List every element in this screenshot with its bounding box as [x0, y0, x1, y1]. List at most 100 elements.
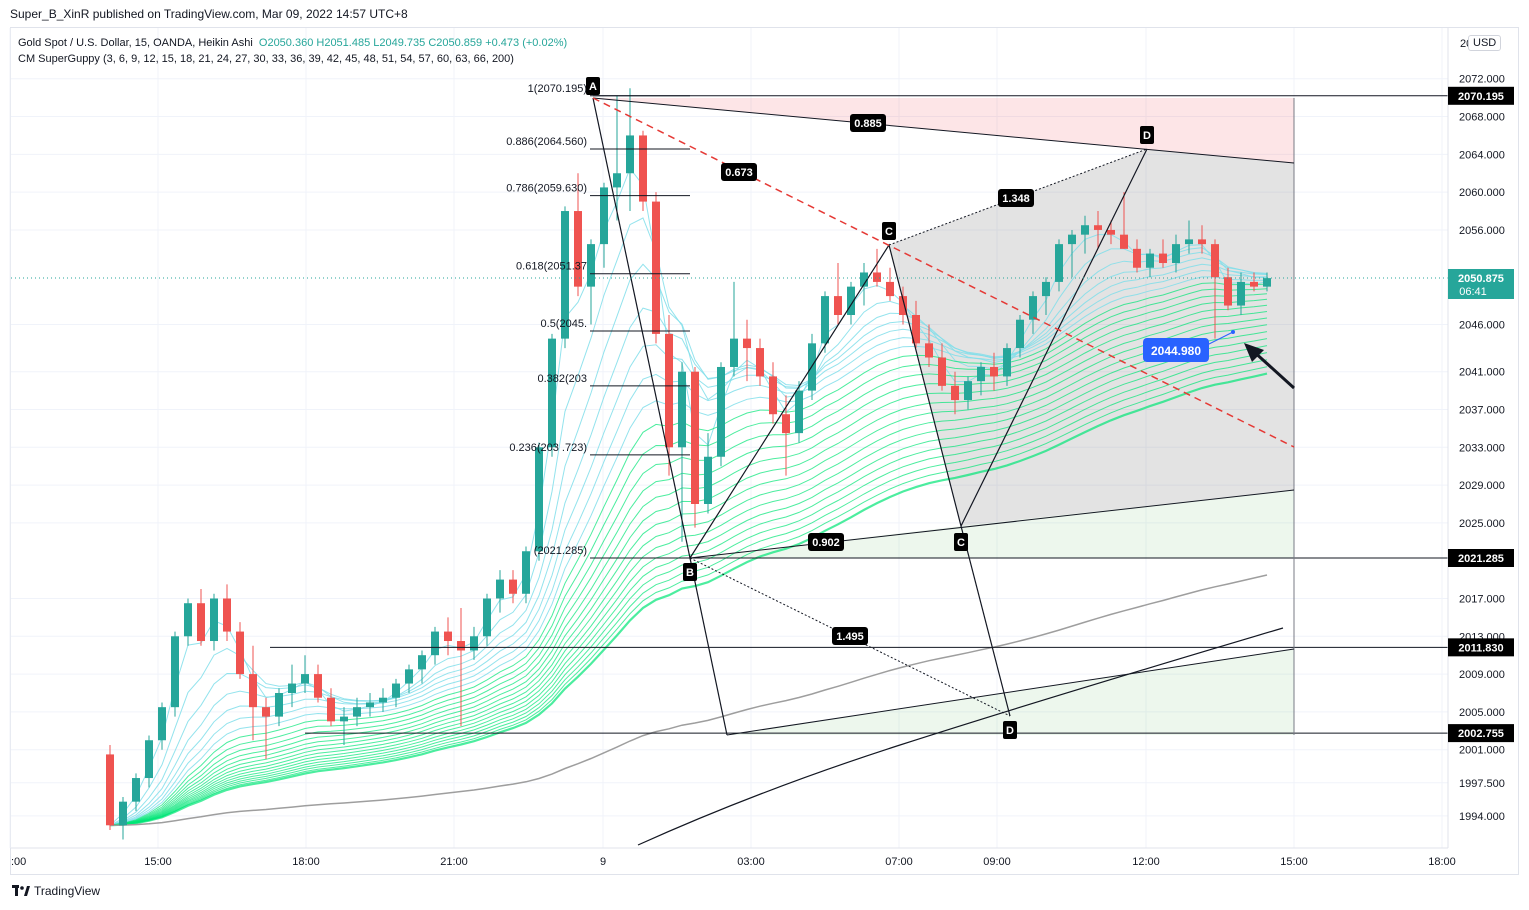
- candle-body: [197, 603, 205, 642]
- ratio-label-bg: [721, 163, 757, 181]
- arrow-shaft: [1250, 348, 1296, 390]
- candle-body: [951, 385, 959, 401]
- candle-body: [106, 754, 114, 826]
- candle-body: [314, 674, 322, 698]
- candle-body: [509, 579, 517, 594]
- ratio-label-bg: [850, 114, 886, 132]
- candle-body: [340, 716, 348, 722]
- price-label: 2002.755: [1458, 728, 1504, 740]
- price-label: 2070.195: [1458, 91, 1504, 103]
- candle-body: [522, 551, 530, 594]
- guppy-ema-48: [109, 331, 1268, 826]
- candle-body: [691, 371, 699, 504]
- guppy-ema-54: [109, 345, 1268, 826]
- x-tick-label: 18:00: [292, 856, 320, 868]
- candle-body: [262, 707, 270, 717]
- ac-dashed-line: [592, 97, 1295, 448]
- candle-body: [704, 456, 712, 504]
- fib-label: 0.5(2045.: [541, 318, 587, 330]
- legend-ohlc: O2050.360 H2051.485 L2049.735 C2050.859 …: [258, 37, 568, 49]
- point-label-bg: [1140, 126, 1154, 144]
- fib-label: 0.886(2064.560): [506, 136, 587, 148]
- candle-body: [1016, 319, 1024, 349]
- y-tick-label: 2064.000: [1459, 149, 1505, 161]
- x-tick-label: 21:00: [440, 856, 468, 868]
- publisher-line: Super_B_XinR published on TradingView.co…: [10, 7, 408, 21]
- candle-body: [626, 135, 634, 174]
- zone-pink: [593, 98, 1294, 163]
- candle-body: [548, 338, 556, 448]
- fib-label: 0.382(203: [537, 373, 587, 385]
- x-tick-label: 03:00: [737, 856, 765, 868]
- candle-body: [587, 244, 595, 287]
- candle-body: [223, 598, 231, 632]
- point-label-bg: [1003, 721, 1017, 739]
- candle-body: [132, 778, 140, 802]
- candle-body: [678, 371, 686, 448]
- candle-body: [1081, 225, 1089, 235]
- candle-body: [821, 296, 829, 344]
- y-tick-label: 1994.000: [1459, 811, 1505, 823]
- lower-edge: [726, 648, 1295, 736]
- candle-body: [925, 343, 933, 358]
- candle-body: [483, 598, 491, 637]
- candle-body: [1224, 277, 1232, 306]
- candle-body: [431, 631, 439, 656]
- guppy-ema-51: [109, 338, 1268, 826]
- point-label-bg: [882, 222, 896, 240]
- candle-body: [639, 135, 647, 202]
- price-label-bg: [1448, 549, 1514, 567]
- brand-name: TradingView: [34, 884, 101, 898]
- candle-body: [1133, 248, 1141, 268]
- y-tick-label: 2060.000: [1459, 187, 1505, 199]
- y-tick-label: 2017.000: [1459, 593, 1505, 605]
- ratio-label-bg: [832, 627, 868, 645]
- currency-button[interactable]: USD: [1468, 35, 1502, 51]
- ratio-label: 1.495: [836, 631, 864, 643]
- candle-body: [418, 655, 426, 670]
- point-label-bg: [586, 77, 600, 95]
- point-label-A: A: [589, 81, 597, 93]
- y-tick-label: 2072.000: [1459, 74, 1505, 86]
- y-tick-label: 2001.000: [1459, 745, 1505, 757]
- candle-body: [574, 211, 582, 287]
- candle-body: [1094, 225, 1102, 230]
- current-price-bg: [1448, 269, 1514, 299]
- ratio-label-bg: [808, 533, 844, 551]
- candle-body: [301, 674, 309, 684]
- candle-body: [652, 201, 660, 334]
- candle-body: [444, 631, 452, 642]
- candle-body: [366, 702, 374, 708]
- fib-label: (2021.285): [534, 545, 587, 557]
- ratio-label: 0.885: [854, 118, 882, 130]
- price-label: 2011.830: [1458, 642, 1503, 654]
- candle-body: [782, 414, 790, 434]
- candles: [106, 88, 1271, 840]
- tradingview-logo-icon: [12, 885, 30, 897]
- candle-body: [1198, 239, 1206, 245]
- guppy-ema-66: [109, 372, 1268, 827]
- candle-body: [535, 447, 543, 552]
- y-tick-label: 2029.000: [1459, 480, 1505, 492]
- candle-body: [665, 333, 673, 448]
- point-label-D: D: [1006, 725, 1014, 737]
- ratio-label: 0.902: [812, 537, 840, 549]
- guppy-ema-27: [109, 288, 1268, 826]
- candle-body: [1107, 229, 1115, 235]
- candle-body: [1185, 239, 1193, 245]
- current-price-countdown: 06:41: [1459, 286, 1487, 298]
- ratio-label: 1.348: [1002, 193, 1030, 205]
- candle-body: [860, 272, 868, 287]
- x-tick-label: 15:00: [1280, 856, 1308, 868]
- candle-body: [275, 692, 283, 717]
- annotation-price: 2044.980: [1151, 344, 1201, 358]
- y-tick-label: 2009.000: [1459, 669, 1505, 681]
- x-tick-label: 9: [600, 856, 606, 868]
- candle-body: [795, 390, 803, 434]
- candle-body: [886, 281, 894, 297]
- candle-body: [184, 603, 192, 637]
- candle-body: [1211, 244, 1219, 278]
- guppy-ema-21: [109, 276, 1268, 826]
- price-label: 2021.285: [1458, 553, 1504, 565]
